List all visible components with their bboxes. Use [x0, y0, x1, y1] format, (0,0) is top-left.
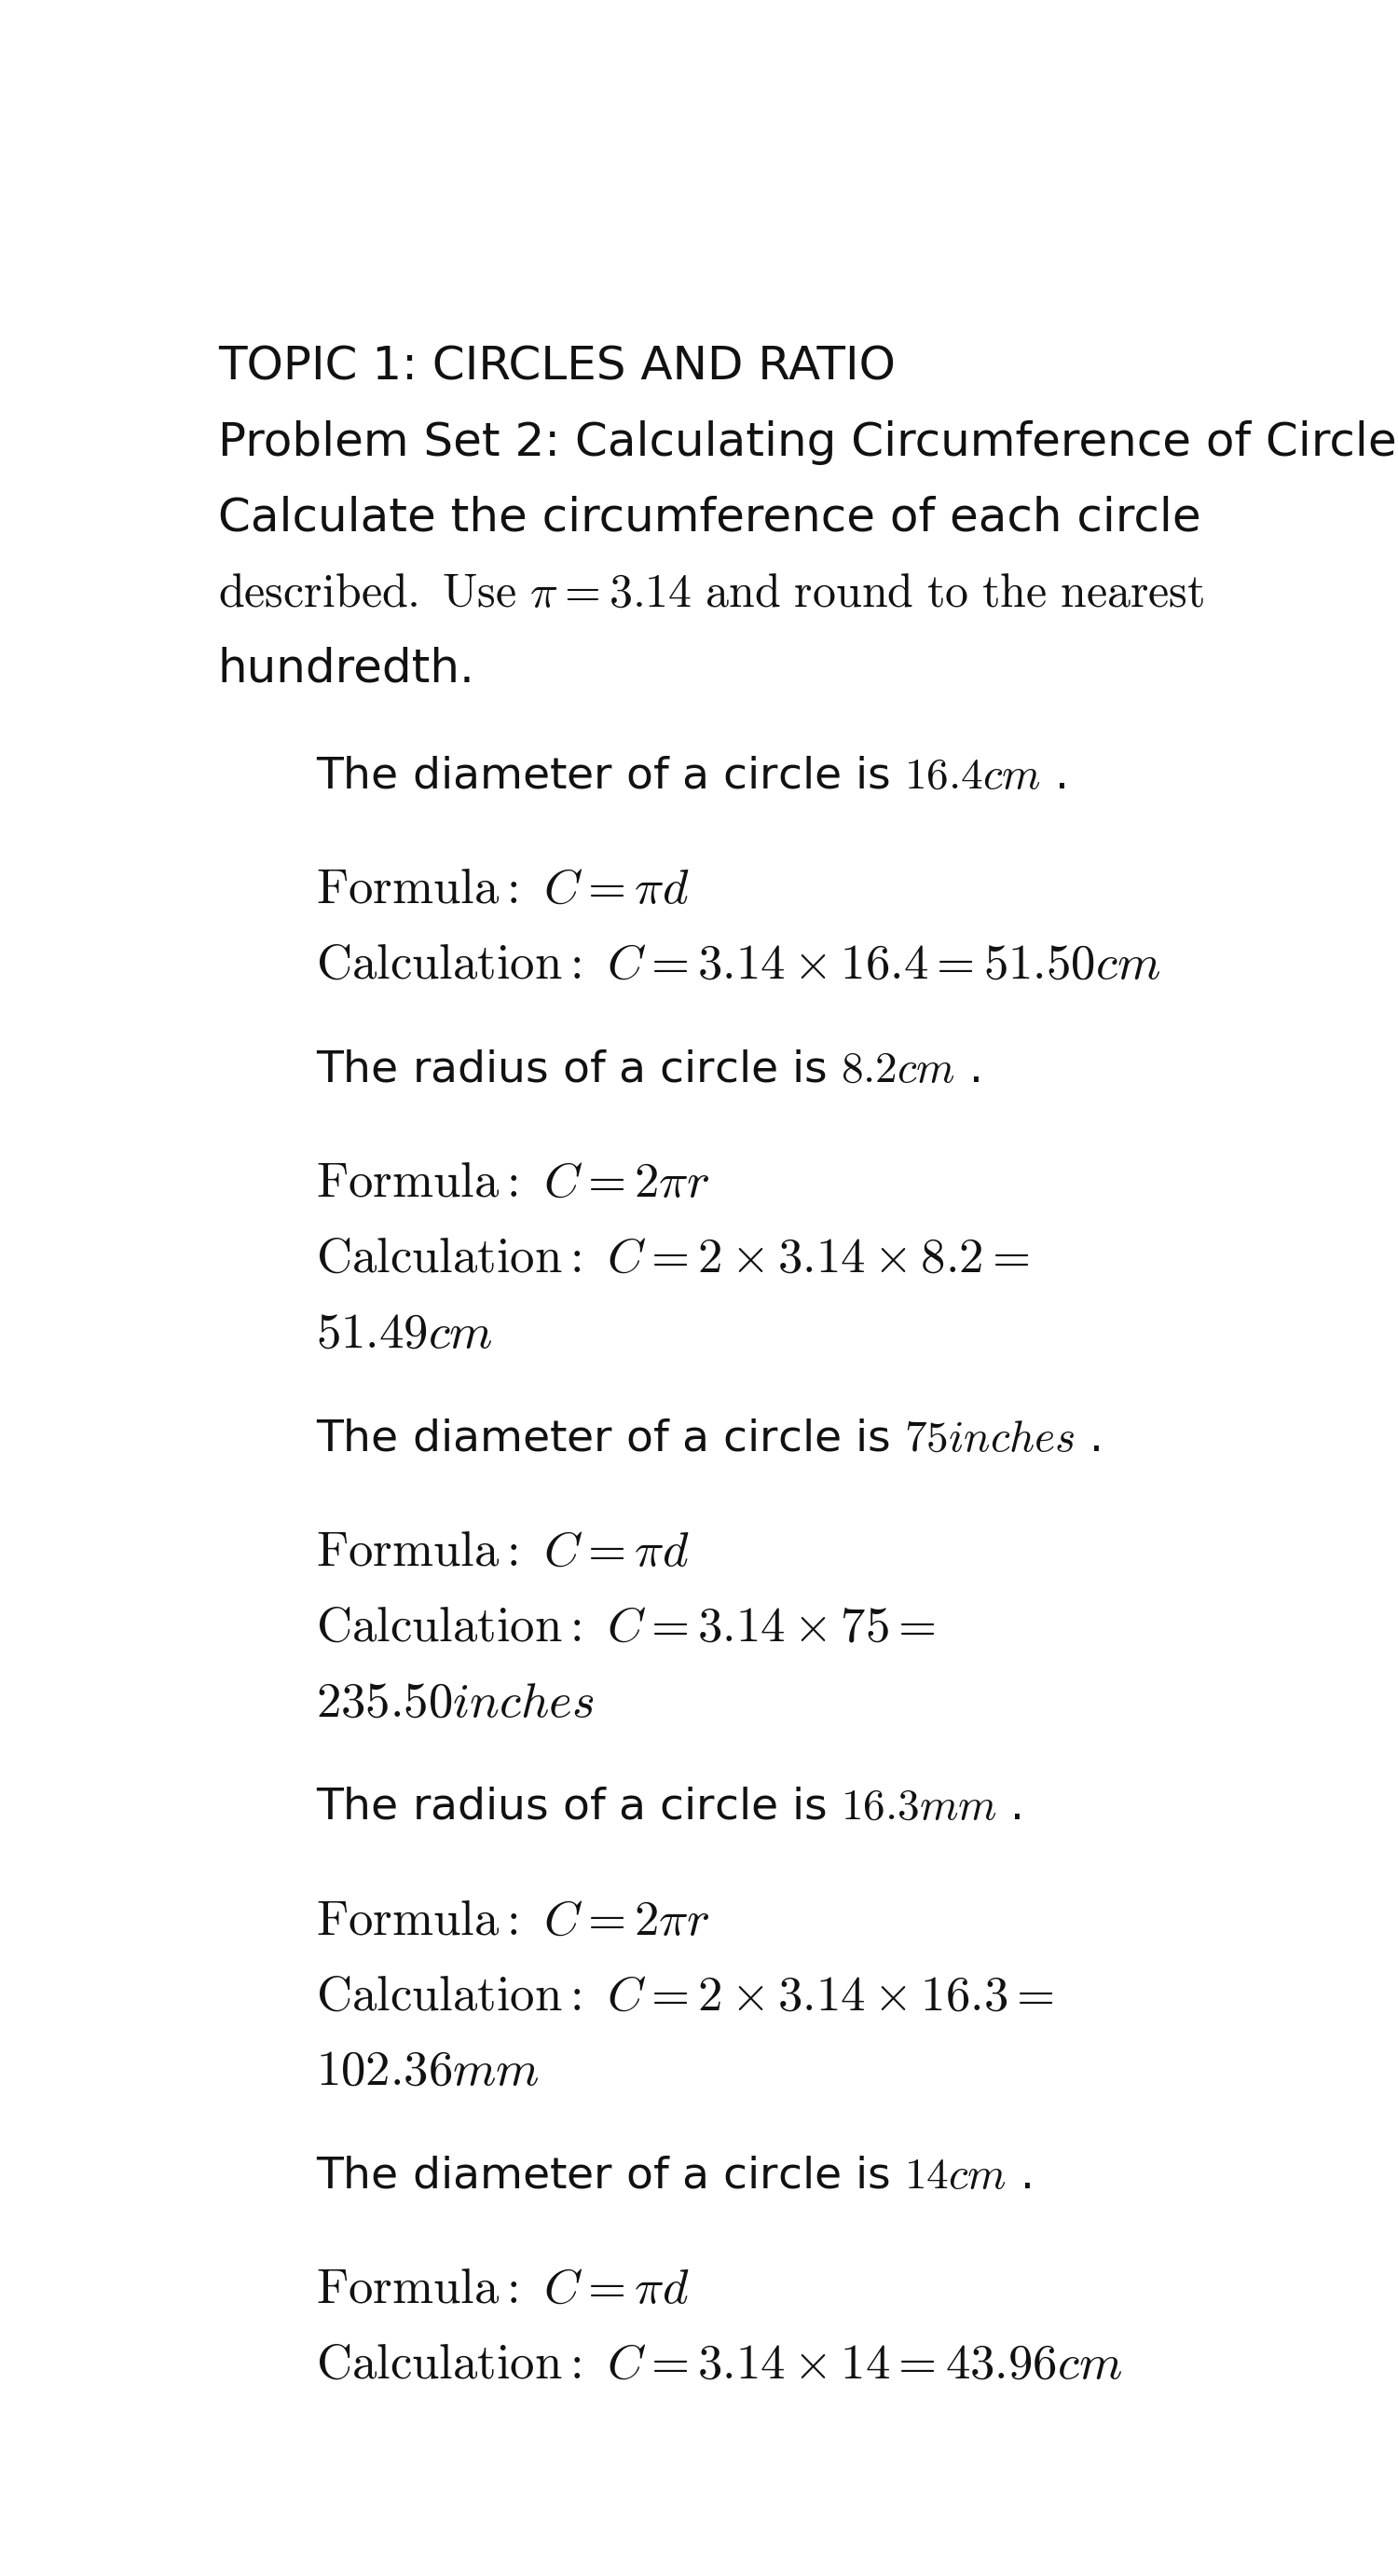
- Text: $\mathbf{\mathrm{Formula:\ }}$$C = \pi d$: $\mathbf{\mathrm{Formula:\ }}$$C = \pi d…: [316, 866, 689, 912]
- Text: $\mathbf{\mathrm{Calculation:\ }}$$C = 2 \times 3.14 \times 8.2 =$: $\mathbf{\mathrm{Calculation:\ }}$$C = 2…: [316, 1234, 1029, 1283]
- Text: Calculate the circumference of each circle: Calculate the circumference of each circ…: [218, 495, 1201, 541]
- Text: The diameter of a circle is $\mathit{16.4cm}$ .: The diameter of a circle is $\mathit{16.…: [316, 755, 1065, 799]
- Text: $\mathbf{\mathrm{Formula:\ }}$$C = 2\pi r$: $\mathbf{\mathrm{Formula:\ }}$$C = 2\pi …: [316, 1159, 710, 1206]
- Text: hundredth.: hundredth.: [218, 647, 475, 690]
- Text: The diameter of a circle is $\mathit{14cm}$ .: The diameter of a circle is $\mathit{14c…: [316, 2156, 1030, 2197]
- Text: The radius of a circle is $\mathit{16.3mm}$ .: The radius of a circle is $\mathit{16.3m…: [316, 1788, 1021, 1829]
- Text: $\mathit{102.36mm}$: $\mathit{102.36mm}$: [316, 2048, 540, 2094]
- Text: $\mathrm{described.\ Use\ }\pi = \mathbf{3.14}\mathrm{\ and\ round\ to\ the\ nea: $\mathrm{described.\ Use\ }\pi = \mathbf…: [218, 572, 1205, 616]
- Text: $\mathbf{\mathrm{Calculation:\ }}$$C = 3.14 \times 16.4 = 51.50cm$: $\mathbf{\mathrm{Calculation:\ }}$$C = 3…: [316, 940, 1160, 989]
- Text: The diameter of a circle is $\mathit{75inches}$ .: The diameter of a circle is $\mathit{75i…: [316, 1417, 1100, 1461]
- Text: $\mathbf{\mathrm{Formula:\ }}$$C = 2\pi r$: $\mathbf{\mathrm{Formula:\ }}$$C = 2\pi …: [316, 1896, 710, 1945]
- Text: $\mathit{235.50inches}$: $\mathit{235.50inches}$: [316, 1677, 594, 1726]
- Text: $\mathbf{\mathrm{Calculation:\ }}$$C = 3.14 \times 14 = 43.96cm$: $\mathbf{\mathrm{Calculation:\ }}$$C = 3…: [316, 2339, 1121, 2388]
- Text: $\mathbf{\mathrm{Calculation:\ }}$$C = 3.14 \times 75 =$: $\mathbf{\mathrm{Calculation:\ }}$$C = 3…: [316, 1602, 935, 1651]
- Text: TOPIC 1: CIRCLES AND RATIO: TOPIC 1: CIRCLES AND RATIO: [218, 345, 896, 389]
- Text: Problem Set 2: Calculating Circumference of Circles: Problem Set 2: Calculating Circumference…: [218, 420, 1398, 464]
- Text: $\mathbf{\mathrm{Calculation:\ }}$$C = 2 \times 3.14 \times 16.3 =$: $\mathbf{\mathrm{Calculation:\ }}$$C = 2…: [316, 1971, 1054, 2020]
- Text: $\mathbf{\mathrm{Formula:\ }}$$C = \pi d$: $\mathbf{\mathrm{Formula:\ }}$$C = \pi d…: [316, 1528, 689, 1577]
- Text: $\mathit{51.49cm}$: $\mathit{51.49cm}$: [316, 1309, 492, 1358]
- Text: The radius of a circle is $\mathit{8.2cm}$ .: The radius of a circle is $\mathit{8.2cm…: [316, 1048, 980, 1090]
- Text: $\mathbf{\mathrm{Formula:\ }}$$C = \pi d$: $\mathbf{\mathrm{Formula:\ }}$$C = \pi d…: [316, 2264, 689, 2313]
